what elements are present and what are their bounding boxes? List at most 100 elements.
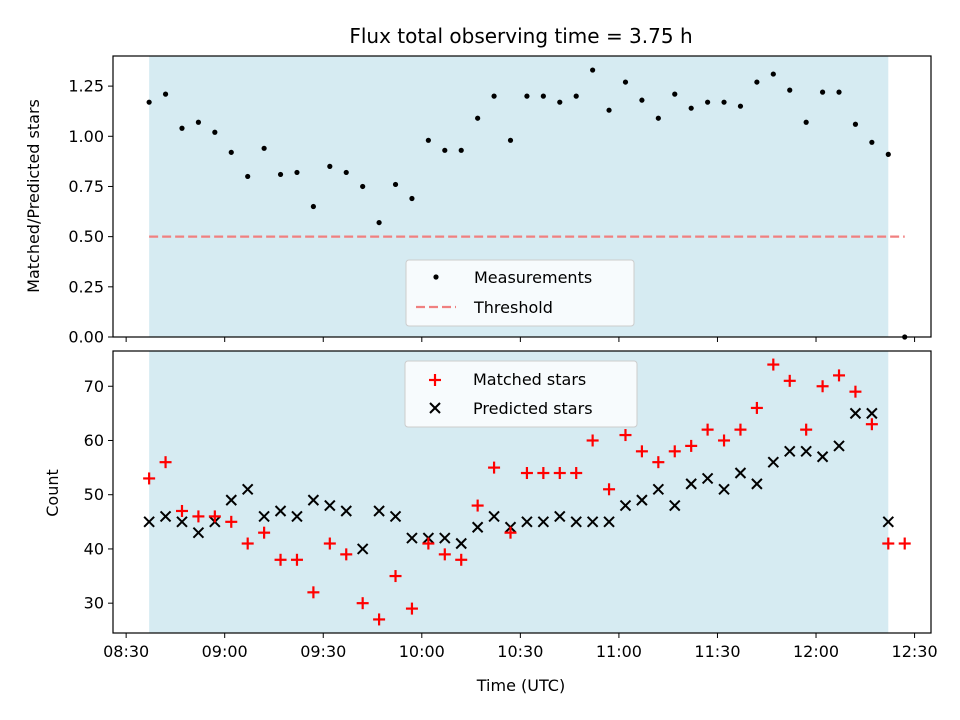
matched-stars-point — [685, 439, 698, 452]
matched-stars-point — [225, 515, 238, 528]
legend-measurements-label: Measurements — [474, 268, 592, 287]
matched-stars-point — [783, 374, 796, 387]
measurement-point — [770, 71, 776, 77]
predicted-stars-stroke — [586, 516, 599, 528]
legend-measurements-marker — [433, 274, 439, 280]
matched-stars-point — [750, 401, 763, 414]
top-y-tick-label: 1.00 — [68, 127, 104, 146]
predicted-stars-stroke — [784, 445, 796, 458]
bottom-y-tick-label: 60 — [84, 431, 104, 450]
predicted-stars-point — [767, 456, 780, 468]
measurement-point — [705, 99, 711, 105]
predicted-stars-point — [521, 516, 533, 528]
x-tick-label: 09:00 — [202, 642, 248, 661]
predicted-stars-stroke — [143, 516, 155, 528]
predicted-stars-point — [784, 445, 796, 458]
matched-stars-point — [586, 434, 599, 447]
predicted-stars-point — [652, 483, 665, 495]
matched-stars-point — [619, 429, 632, 442]
matched-stars-point — [570, 467, 583, 480]
matched-stars-point — [734, 423, 747, 436]
predicted-stars-point — [274, 505, 287, 517]
bottom-axes-frame — [112, 350, 932, 634]
predicted-stars-point — [554, 510, 566, 523]
predicted-stars-stroke — [225, 494, 237, 506]
measurement-point — [179, 125, 185, 131]
measurement-point — [885, 151, 891, 157]
matched-stars-point — [718, 434, 731, 447]
top-y-tick-label: 0.25 — [68, 277, 104, 296]
predicted-stars-point — [241, 483, 254, 495]
x-tick-label: 09:30 — [300, 642, 346, 661]
predicted-stars-stroke — [340, 505, 352, 517]
bottom-y-axis-label: Count — [43, 469, 62, 517]
matched-stars-point — [241, 537, 254, 550]
matched-stars-point — [307, 586, 320, 599]
measurement-point — [524, 93, 530, 99]
predicted-stars-stroke — [554, 510, 566, 523]
top-legend: Measurements Threshold — [405, 259, 635, 327]
predicted-stars-point — [866, 407, 878, 420]
predicted-stars-stroke — [619, 499, 632, 512]
predicted-stars-stroke — [471, 521, 484, 533]
matched-stars-point — [701, 423, 714, 436]
predicted-stars-point — [225, 494, 237, 506]
matched-stars-point — [340, 548, 353, 561]
predicted-stars-point — [669, 499, 681, 512]
matched-stars-point — [504, 526, 517, 539]
predicted-stars-point — [570, 516, 582, 528]
measurements-points — [146, 67, 908, 340]
measurement-point — [655, 115, 661, 121]
predicted-stars-stroke — [636, 494, 648, 506]
measurement-point — [639, 97, 645, 103]
measurement-point — [507, 137, 514, 143]
predicted-stars-point — [619, 499, 632, 512]
predicted-stars-stroke — [274, 505, 287, 517]
matched-stars-point — [865, 418, 878, 431]
predicted-stars-stroke — [669, 499, 681, 512]
measurement-point — [409, 195, 415, 202]
measurement-point — [688, 105, 694, 111]
predicted-stars-stroke — [833, 440, 845, 452]
x-axis-label: Time (UTC) — [476, 676, 565, 695]
matched-stars-points — [143, 358, 911, 626]
matched-stars-point — [553, 467, 566, 480]
top-ticks: 0.00 0.25 0.50 0.75 1.00 1.25 — [68, 77, 916, 347]
predicted-stars-stroke — [537, 516, 550, 528]
predicted-stars-stroke — [307, 494, 320, 506]
measurement-point — [212, 129, 218, 135]
measurement-point — [606, 107, 612, 113]
bottom-legend-box — [404, 360, 638, 428]
predicted-stars-stroke — [603, 516, 615, 528]
measurement-point — [836, 89, 842, 95]
matched-stars-point — [274, 553, 287, 566]
predicted-stars-stroke — [241, 483, 254, 495]
matched-stars-point — [258, 526, 271, 539]
top-y-tick-label: 0.75 — [68, 177, 104, 196]
predicted-stars-stroke — [455, 537, 467, 550]
x-tick-label: 10:30 — [497, 642, 543, 661]
x-tick-label: 11:30 — [694, 642, 740, 661]
legend-matched-label: Matched stars — [473, 370, 586, 389]
predicted-stars-point — [258, 510, 270, 523]
matched-stars-point — [422, 537, 435, 550]
predicted-stars-stroke — [652, 483, 665, 495]
matched-stars-point — [603, 483, 616, 496]
predicted-stars-point — [291, 510, 303, 523]
legend-predicted-label: Predicted stars — [473, 399, 593, 418]
chart-title: Flux total observing time = 3.75 h — [349, 24, 692, 48]
measurement-point — [672, 91, 678, 97]
matched-stars-point — [767, 358, 780, 371]
predicted-stars-point — [636, 494, 648, 506]
matched-stars-point — [488, 461, 501, 474]
matched-stars-point — [668, 445, 681, 458]
predicted-stars-point — [833, 440, 845, 452]
measurement-point — [458, 147, 464, 153]
measurement-point — [491, 93, 497, 99]
matched-stars-point — [290, 553, 303, 566]
measurement-point — [622, 79, 629, 85]
predicted-stars-point — [816, 451, 829, 463]
predicted-stars-point — [176, 516, 188, 528]
predicted-stars-point — [685, 478, 697, 490]
matched-stars-point — [882, 537, 895, 550]
